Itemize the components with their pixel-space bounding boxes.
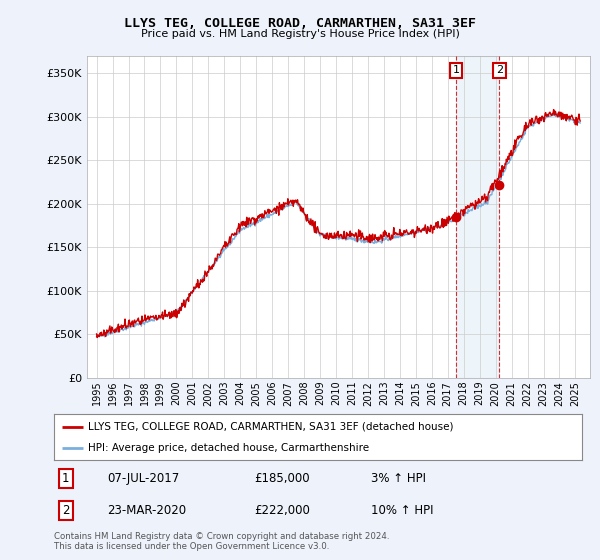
- Text: Price paid vs. HM Land Registry's House Price Index (HPI): Price paid vs. HM Land Registry's House …: [140, 29, 460, 39]
- Text: Contains HM Land Registry data © Crown copyright and database right 2024.
This d: Contains HM Land Registry data © Crown c…: [54, 532, 389, 552]
- Text: 1: 1: [452, 66, 460, 76]
- Text: 07-JUL-2017: 07-JUL-2017: [107, 472, 179, 485]
- Text: £185,000: £185,000: [254, 472, 310, 485]
- Text: 2: 2: [62, 504, 70, 517]
- Text: 1: 1: [62, 472, 70, 485]
- Text: LLYS TEG, COLLEGE ROAD, CARMARTHEN, SA31 3EF (detached house): LLYS TEG, COLLEGE ROAD, CARMARTHEN, SA31…: [88, 422, 454, 432]
- Text: 10% ↑ HPI: 10% ↑ HPI: [371, 504, 433, 517]
- Text: 23-MAR-2020: 23-MAR-2020: [107, 504, 186, 517]
- Text: LLYS TEG, COLLEGE ROAD, CARMARTHEN, SA31 3EF: LLYS TEG, COLLEGE ROAD, CARMARTHEN, SA31…: [124, 17, 476, 30]
- Text: £222,000: £222,000: [254, 504, 311, 517]
- Text: HPI: Average price, detached house, Carmarthenshire: HPI: Average price, detached house, Carm…: [88, 443, 370, 453]
- Bar: [456, 56, 499, 378]
- Text: 3% ↑ HPI: 3% ↑ HPI: [371, 472, 426, 485]
- Text: 2: 2: [496, 66, 503, 76]
